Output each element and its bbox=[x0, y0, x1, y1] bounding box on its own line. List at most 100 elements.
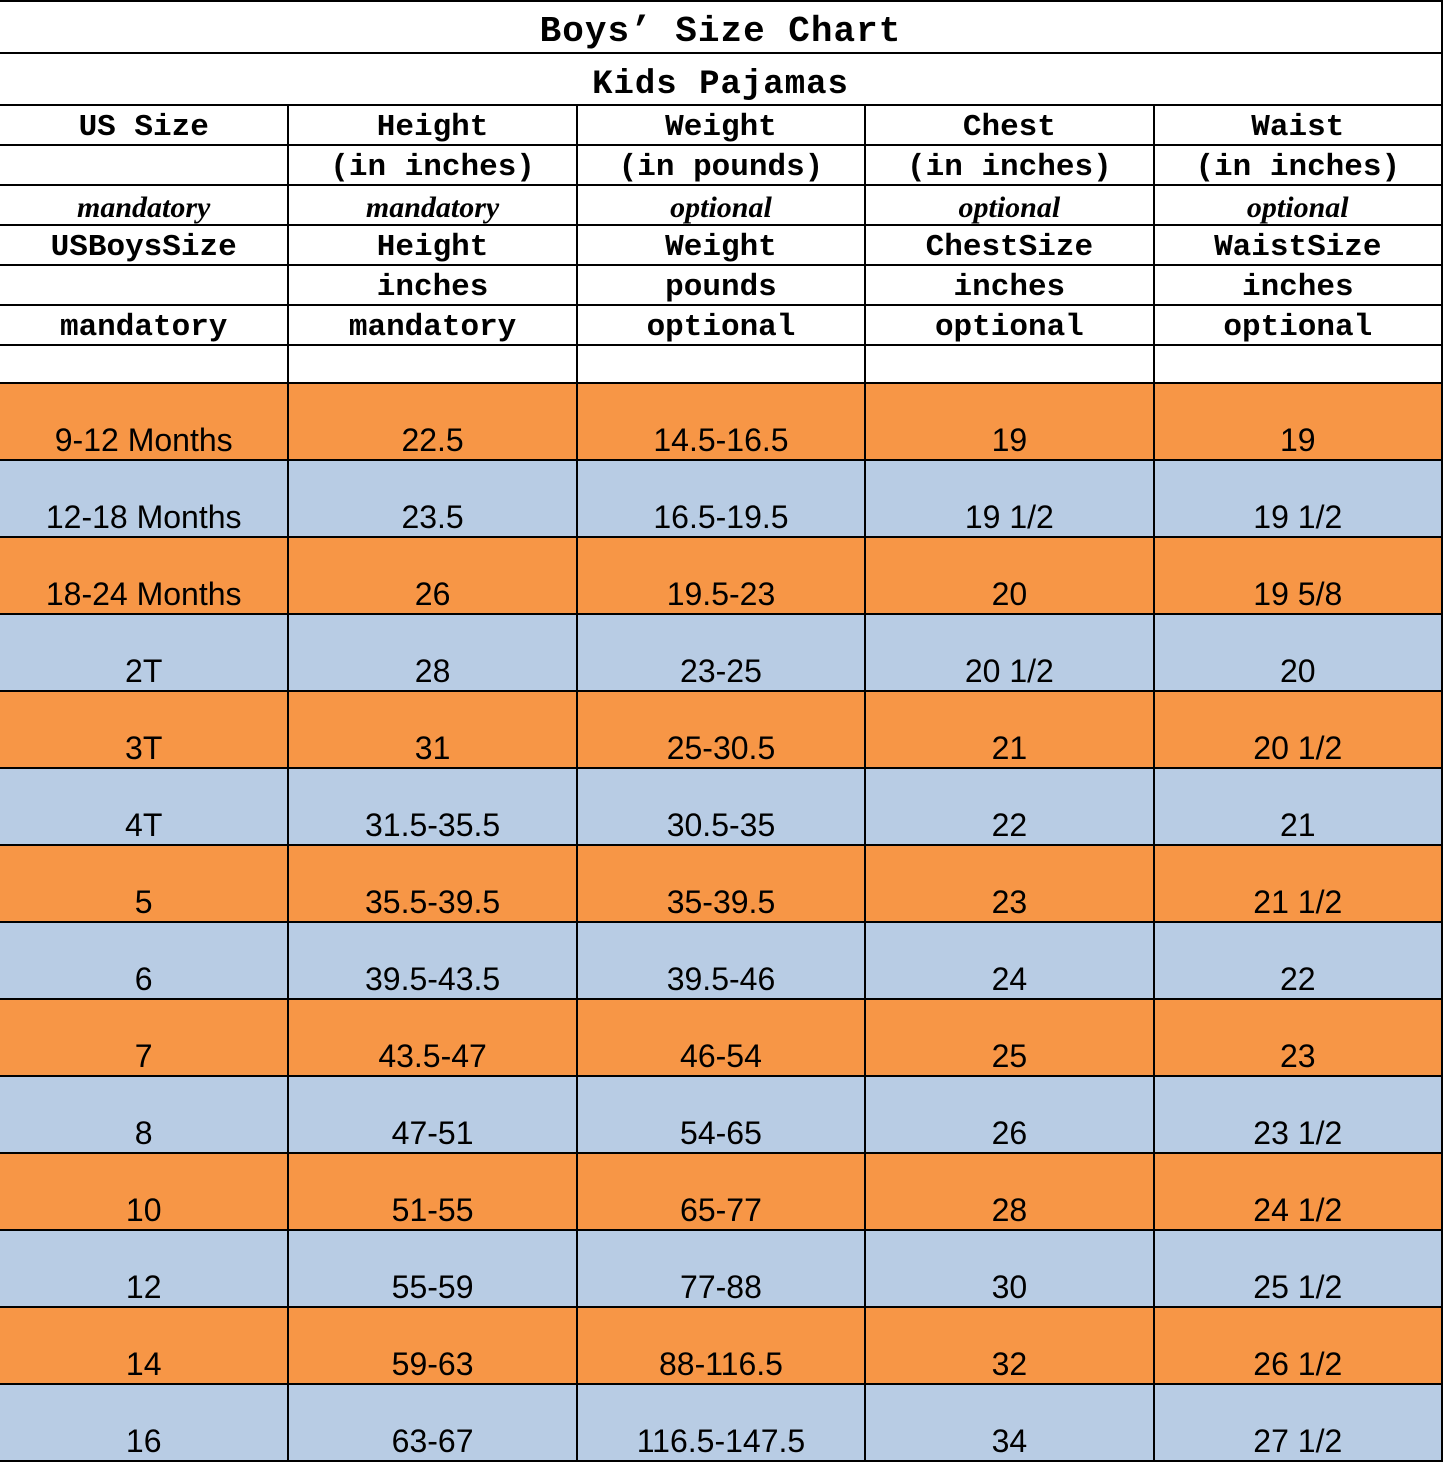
table-cell: 65-77 bbox=[575, 1152, 867, 1231]
table-cell: 10 bbox=[0, 1152, 290, 1231]
table-cell: 59-63 bbox=[287, 1306, 578, 1385]
chart-subtitle: Kids Pajamas bbox=[0, 52, 1443, 106]
header-cell: mandatory bbox=[0, 184, 290, 226]
table-row: 2T 28 23-25 20 1/2 20 bbox=[0, 613, 1444, 692]
table-cell: 55-59 bbox=[287, 1229, 578, 1308]
table-cell: 19 1/2 bbox=[864, 459, 1155, 538]
table-cell: 35-39.5 bbox=[575, 844, 867, 923]
table-cell: 21 1/2 bbox=[1152, 844, 1444, 923]
empty-cell bbox=[287, 344, 578, 384]
chart-title: Boys’ Size Chart bbox=[0, 0, 1443, 54]
header-cell: Height bbox=[287, 224, 578, 266]
empty-cell bbox=[864, 344, 1155, 384]
header-row: mandatory mandatory optional optional option… bbox=[0, 184, 1444, 226]
table-cell: 23.5 bbox=[287, 459, 578, 538]
header-cell: inches bbox=[287, 264, 578, 306]
table-cell: 14 bbox=[0, 1306, 290, 1385]
header-cell: inches bbox=[864, 264, 1155, 306]
table-cell: 116.5-147.5 bbox=[575, 1383, 867, 1462]
header-cell: mandatory bbox=[287, 184, 578, 226]
table-row: 16 63-67 116.5-147.5 34 27 1/2 bbox=[0, 1383, 1444, 1462]
table-cell: 28 bbox=[864, 1152, 1155, 1231]
table-cell: 19 bbox=[864, 382, 1155, 461]
table-cell: 22 bbox=[1152, 921, 1444, 1000]
table-cell: 22.5 bbox=[287, 382, 578, 461]
table-cell: 20 1/2 bbox=[1152, 690, 1444, 769]
table-cell: 28 bbox=[287, 613, 578, 692]
table-cell: 43.5-47 bbox=[287, 998, 578, 1077]
header-cell: (in inches) bbox=[1152, 144, 1444, 186]
table-cell: 35.5-39.5 bbox=[287, 844, 578, 923]
table-cell: 46-54 bbox=[575, 998, 867, 1077]
table-cell: 34 bbox=[864, 1383, 1155, 1462]
table-cell: 25 bbox=[864, 998, 1155, 1077]
table-cell: 30 bbox=[864, 1229, 1155, 1308]
table-cell: 26 bbox=[287, 536, 578, 615]
table-cell: 88-116.5 bbox=[575, 1306, 867, 1385]
header-cell: (in inches) bbox=[864, 144, 1155, 186]
header-cell: optional bbox=[864, 304, 1155, 346]
table-row: 7 43.5-47 46-54 25 23 bbox=[0, 998, 1444, 1077]
table-cell: 25 1/2 bbox=[1152, 1229, 1444, 1308]
table-cell: 26 1/2 bbox=[1152, 1306, 1444, 1385]
header-row: US Size Height Weight Chest Waist bbox=[0, 104, 1444, 146]
header-cell: (in pounds) bbox=[575, 144, 867, 186]
header-cell: optional bbox=[575, 304, 867, 346]
header-cell: optional bbox=[864, 184, 1155, 226]
spacer-row bbox=[0, 344, 1444, 384]
table-cell: 4T bbox=[0, 767, 290, 846]
table-cell: 14.5-16.5 bbox=[575, 382, 867, 461]
table-cell: 26 bbox=[864, 1075, 1155, 1154]
table-cell: 63-67 bbox=[287, 1383, 578, 1462]
header-cell: US Size bbox=[0, 104, 290, 146]
header-cell: inches bbox=[1152, 264, 1444, 306]
table-cell: 39.5-43.5 bbox=[287, 921, 578, 1000]
table-cell: 77-88 bbox=[575, 1229, 867, 1308]
table-row: 18-24 Months 26 19.5-23 20 19 5/8 bbox=[0, 536, 1444, 615]
header-cell: Weight bbox=[575, 104, 867, 146]
table-cell: 9-12 Months bbox=[0, 382, 290, 461]
table-cell: 3T bbox=[0, 690, 290, 769]
table-cell: 31.5-35.5 bbox=[287, 767, 578, 846]
table-cell: 2T bbox=[0, 613, 290, 692]
header-row: inches pounds inches inches bbox=[0, 264, 1444, 306]
header-cell: mandatory bbox=[287, 304, 578, 346]
table-cell: 12-18 Months bbox=[0, 459, 290, 538]
header-cell bbox=[0, 144, 290, 186]
table-cell: 30.5-35 bbox=[575, 767, 867, 846]
table-cell: 7 bbox=[0, 998, 290, 1077]
table-cell: 16 bbox=[0, 1383, 290, 1462]
header-cell: Weight bbox=[575, 224, 867, 266]
table-cell: 5 bbox=[0, 844, 290, 923]
table-row: 14 59-63 88-116.5 32 26 1/2 bbox=[0, 1306, 1444, 1385]
table-cell: 23-25 bbox=[575, 613, 867, 692]
header-cell: mandatory bbox=[0, 304, 290, 346]
table-cell: 23 bbox=[864, 844, 1155, 923]
table-cell: 19 5/8 bbox=[1152, 536, 1444, 615]
table-cell: 24 bbox=[864, 921, 1155, 1000]
header-cell: optional bbox=[1152, 184, 1444, 226]
header-cell bbox=[0, 264, 290, 306]
table-cell: 23 bbox=[1152, 998, 1444, 1077]
table-row: 3T 31 25-30.5 21 20 1/2 bbox=[0, 690, 1444, 769]
table-cell: 39.5-46 bbox=[575, 921, 867, 1000]
header-row: USBoysSize Height Weight ChestSize WaistSize bbox=[0, 224, 1444, 266]
header-row: (in inches) (in pounds) (in inches) (in inc… bbox=[0, 144, 1444, 186]
table-row: 9-12 Months 22.5 14.5-16.5 19 19 bbox=[0, 382, 1444, 461]
table-cell: 21 bbox=[864, 690, 1155, 769]
table-cell: 21 bbox=[1152, 767, 1444, 846]
table-cell: 54-65 bbox=[575, 1075, 867, 1154]
header-cell: USBoysSize bbox=[0, 224, 290, 266]
table-cell: 31 bbox=[287, 690, 578, 769]
header-cell: optional bbox=[1152, 304, 1444, 346]
table-row: 10 51-55 65-77 28 24 1/2 bbox=[0, 1152, 1444, 1231]
empty-cell bbox=[1152, 344, 1444, 384]
header-cell: pounds bbox=[575, 264, 867, 306]
table-cell: 20 bbox=[1152, 613, 1444, 692]
header-cell: (in inches) bbox=[287, 144, 578, 186]
table-row: 4T 31.5-35.5 30.5-35 22 21 bbox=[0, 767, 1444, 846]
table-cell: 47-51 bbox=[287, 1075, 578, 1154]
header-cell: Chest bbox=[864, 104, 1155, 146]
table-cell: 6 bbox=[0, 921, 290, 1000]
table-row: 5 35.5-39.5 35-39.5 23 21 1/2 bbox=[0, 844, 1444, 923]
